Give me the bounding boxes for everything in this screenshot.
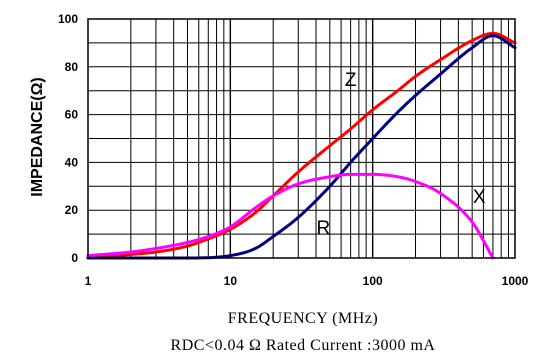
y-tick-label: 80 bbox=[65, 60, 79, 74]
series-label-x: X bbox=[473, 187, 486, 208]
x-tick-label: 100 bbox=[363, 274, 383, 288]
series-label-r: R bbox=[316, 218, 330, 239]
series-line-r bbox=[86, 34, 517, 260]
y-tick-label: 60 bbox=[65, 108, 79, 122]
y-tick-labels: 0 20 40 60 80 100 bbox=[58, 12, 78, 265]
series-label-z: Z bbox=[345, 70, 357, 91]
series-line-x bbox=[86, 172, 495, 260]
y-tick-label: 100 bbox=[58, 12, 78, 26]
series-line-z bbox=[86, 31, 517, 260]
x-tick-labels: 1 10 100 1000 bbox=[85, 274, 529, 288]
y-tick-label: 20 bbox=[65, 203, 79, 217]
y-tick-label: 40 bbox=[65, 155, 79, 169]
y-axis-label: IMPEDANCE(Ω) bbox=[29, 77, 46, 197]
y-tick-label: 0 bbox=[71, 251, 78, 265]
chart-series bbox=[86, 31, 517, 260]
series-labels: Z R X bbox=[316, 70, 485, 239]
x-tick-label: 1 bbox=[85, 274, 92, 288]
chart-caption: RDC<0.04 Ω Rated Current :3000 mA bbox=[171, 337, 436, 354]
chart-grid bbox=[88, 19, 515, 258]
plot-frame bbox=[87, 18, 516, 259]
x-axis-label: FREQUENCY (MHz) bbox=[228, 310, 378, 327]
x-tick-label: 1000 bbox=[502, 274, 529, 288]
x-tick-label: 10 bbox=[224, 274, 238, 288]
